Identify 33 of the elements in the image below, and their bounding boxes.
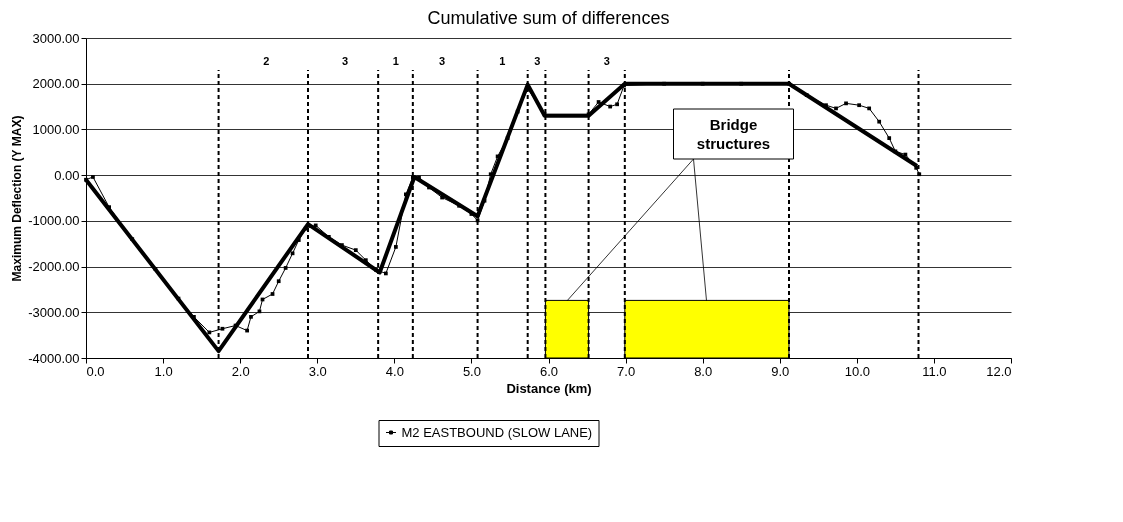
x-tick-label: 5.0 [462,363,481,379]
x-tick-label: 2.0 [231,363,250,379]
x-tick-label: 0.0 [86,363,105,379]
annotation: 3 [439,55,446,67]
legend-label: M2 EASTBOUND (SLOW LANE) [401,424,593,440]
x-tick-label: 6.0 [539,363,559,379]
x-tick-label: 8.0 [694,363,713,379]
y-tick-label: -3000.00 [28,304,80,320]
y-tick-label: -2000.00 [28,259,80,275]
annotation: 3 [603,55,610,67]
y-axis-title: Maximum Deflection (Y MAX) [10,115,25,282]
annotation: 2 [263,55,270,67]
annotation: Bridge structures [696,116,771,152]
y-tick-label: 1000.00 [32,121,80,137]
y-tick-label: 0.00 [54,167,80,183]
x-tick-label: 7.0 [617,363,636,379]
x-tick-label: 10.0 [844,363,870,379]
y-tick-label: -1000.00 [28,213,80,229]
x-axis-title: Distance (km) [506,380,592,396]
annotation: 1 [499,55,506,67]
y-tick-label: 3000.00 [32,30,80,46]
y-tick-label: 2000.00 [32,76,80,92]
annotation: 3 [341,55,349,67]
x-tick-label: 1.0 [154,363,173,379]
annotation: 3 [534,55,541,67]
x-tick-label: 3.0 [308,363,327,379]
x-tick-label: 4.0 [385,363,404,379]
x-tick-label: 11.0 [922,363,947,379]
chart-title: Cumulative sum of differences [427,8,670,28]
y-tick-label: -4000.00 [28,350,80,366]
x-tick-label: 12.0 [986,363,1012,379]
annotation: 1 [392,55,399,67]
x-tick-label: 9.0 [771,363,790,379]
